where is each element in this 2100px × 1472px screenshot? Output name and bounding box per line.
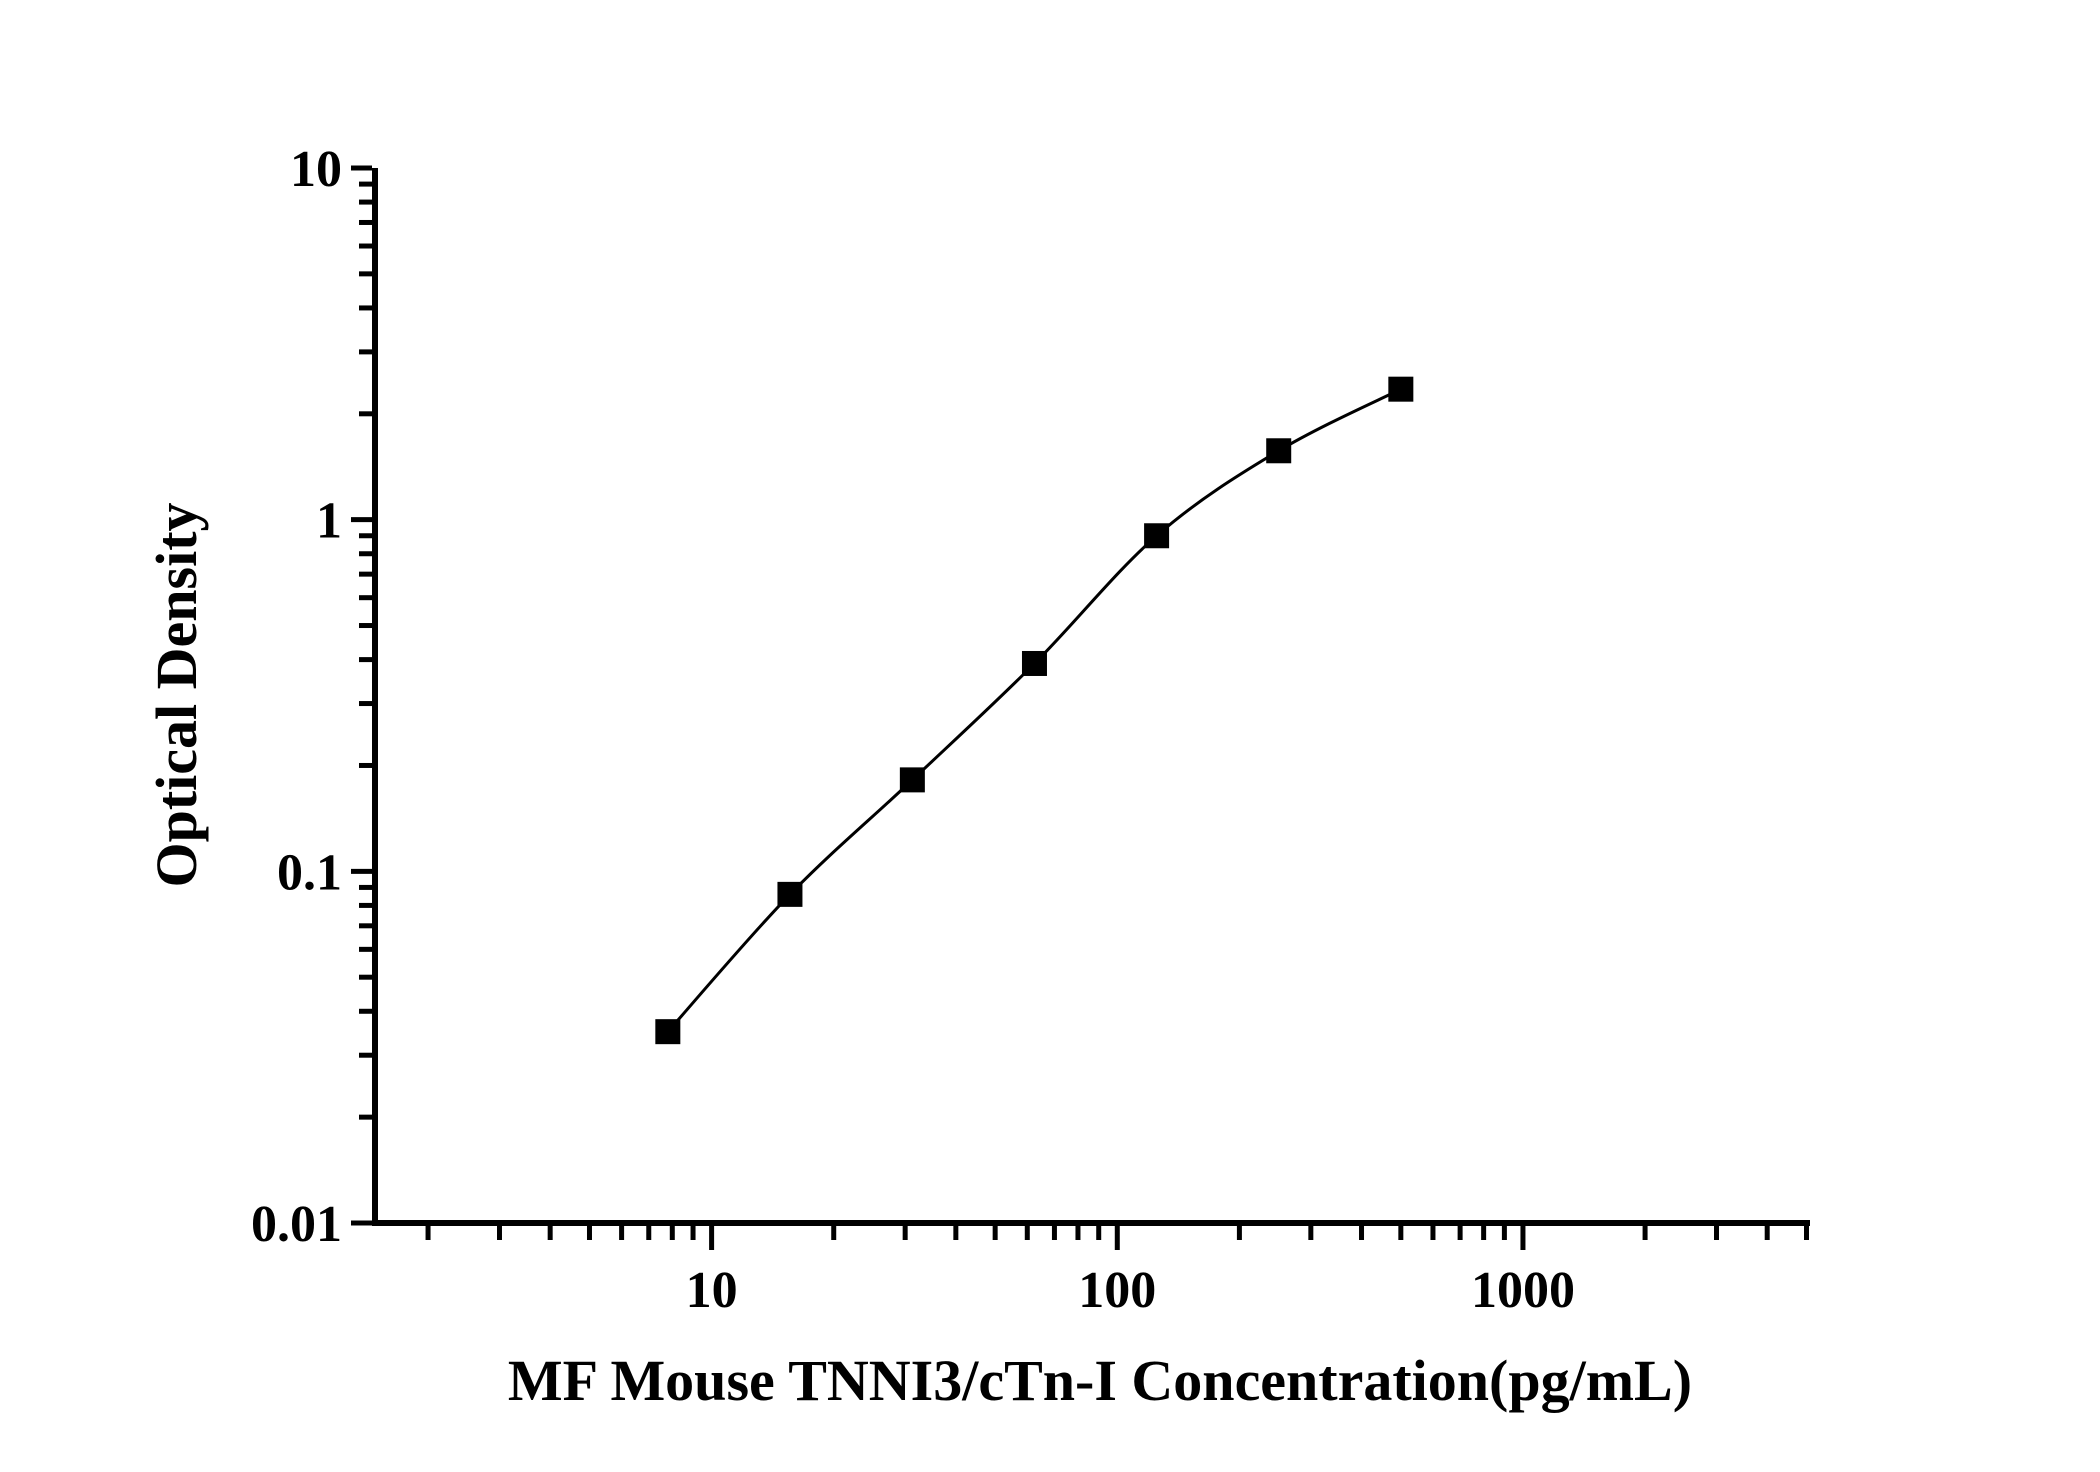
data-point-marker: [655, 1019, 681, 1045]
y-tick-label: 10: [290, 141, 342, 198]
data-point-marker: [1388, 376, 1414, 402]
data-point-marker: [1021, 650, 1047, 676]
x-tick-label: 10: [686, 1262, 738, 1319]
data-point-marker: [899, 767, 925, 793]
data-point-markers: [655, 376, 1414, 1045]
y-tick-label: 0.01: [251, 1196, 342, 1253]
data-point-marker: [1266, 438, 1292, 464]
x-tick-label: 1000: [1471, 1262, 1575, 1319]
y-tick-label: 1: [316, 493, 342, 550]
data-point-marker: [777, 881, 803, 907]
fitted-curve-line: [666, 387, 1402, 1033]
y-axis-title: Optical Density: [144, 502, 209, 887]
axis-tick-labels: 10 100 1000 10 1 0.1 0.01: [251, 141, 1575, 1319]
y-tick-label: 0.1: [277, 844, 342, 901]
axis-ticks: [351, 165, 1810, 1250]
x-axis-title: MF Mouse TNNI3/cTn-I Concentration(pg/mL…: [508, 1348, 1692, 1413]
data-point-marker: [1144, 523, 1170, 549]
x-tick-label: 100: [1078, 1262, 1156, 1319]
